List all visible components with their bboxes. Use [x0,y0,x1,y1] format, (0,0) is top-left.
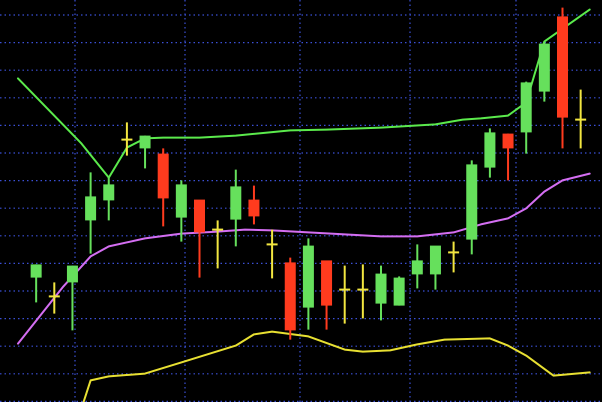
candle-body [411,260,423,275]
candle-11 [212,220,224,269]
candle-body [429,245,441,275]
candle-31 [575,89,587,149]
candle-5 [103,177,115,221]
candle-22 [411,244,423,289]
candles [30,7,587,340]
candle-3 [66,265,78,331]
candle-15 [284,257,296,340]
candle-body [393,277,405,306]
candle-12 [230,169,242,247]
indicator-lines [17,8,591,402]
candle-body [502,133,514,149]
candle-body [139,135,151,149]
candle-body [466,164,478,240]
candle-body [194,199,205,233]
candle-body [484,132,496,168]
candle-7 [139,135,151,169]
candle-body [230,186,242,220]
candle-body [103,184,115,201]
candle-29 [538,41,550,102]
candle-4 [85,172,97,254]
candle-body [157,153,169,199]
candle-25 [466,160,478,255]
candle-body [375,273,387,304]
candle-30 [557,7,568,149]
candle-18 [339,265,351,324]
candle-body [520,82,532,133]
candle-9 [175,180,187,242]
candle-body [30,264,42,278]
candle-13 [248,185,260,225]
candle-body [284,262,296,331]
candle-10 [194,199,205,278]
candle-20 [375,265,387,321]
candle-28 [520,81,532,154]
candle-16 [302,238,314,330]
candle-2 [48,282,60,314]
candle-21 [393,276,405,306]
candle-body [557,16,568,118]
candle-body [538,43,550,92]
candle-body [248,199,260,217]
candle-14 [266,229,278,279]
candle-body [85,196,97,221]
candle-19 [357,264,369,319]
candle-26 [484,128,496,178]
candle-23 [429,245,441,290]
candle-27 [502,133,514,181]
candle-1 [30,264,42,303]
candle-24 [448,241,460,273]
upper-band-line [17,8,591,179]
candle-body [66,265,78,283]
candle-body [302,245,314,308]
candle-8 [157,148,169,227]
candle-17 [321,260,333,330]
candle-body [321,260,333,306]
moving-average-line [17,172,591,345]
lower-band-line [82,330,591,402]
candle-body [175,184,187,218]
candle-6 [121,122,133,156]
